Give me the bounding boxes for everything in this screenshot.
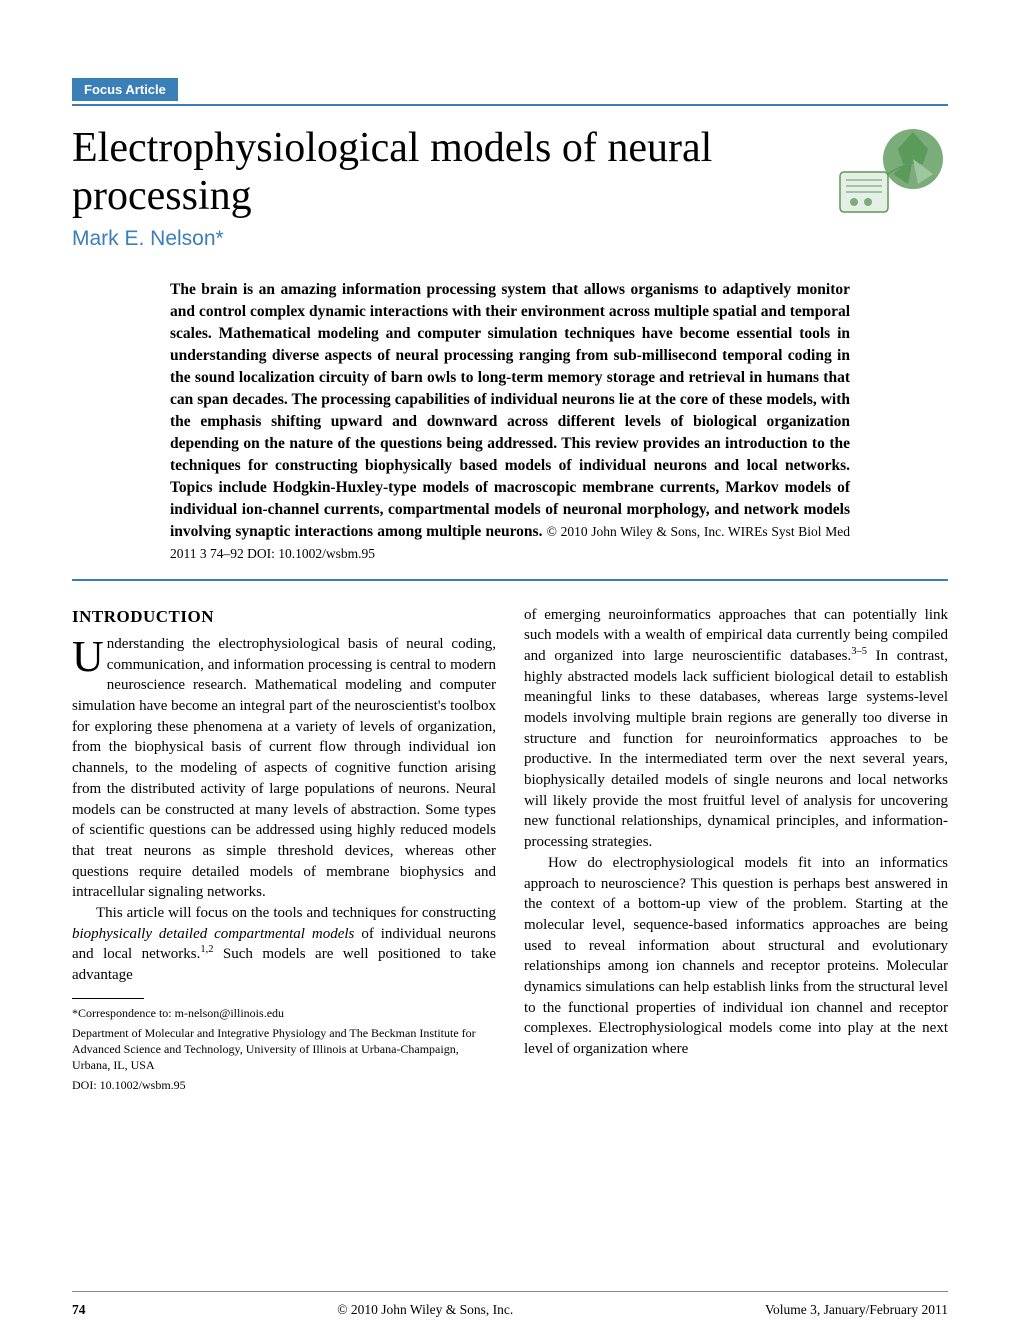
intro-paragraph-1: Understanding the electrophysiological b…	[72, 634, 496, 903]
doi: DOI: 10.1002/wsbm.95	[72, 1077, 496, 1093]
citation-sup-1-2: 1,2	[200, 944, 213, 955]
footnote-divider	[72, 998, 144, 999]
p1-text: nderstanding the electrophysiological ba…	[72, 636, 496, 900]
footer-divider	[72, 1291, 948, 1292]
page-footer: 74 © 2010 John Wiley & Sons, Inc. Volume…	[72, 1302, 948, 1318]
article-title: Electrophysiological models of neural pr…	[72, 124, 818, 221]
intro-paragraph-2: This article will focus on the tools and…	[72, 903, 496, 986]
body-columns: INTRODUCTION Understanding the electroph…	[72, 605, 948, 1098]
page-number: 74	[72, 1302, 86, 1318]
affiliation: Department of Molecular and Integrative …	[72, 1025, 496, 1074]
dropcap: U	[72, 634, 107, 675]
header: Electrophysiological models of neural pr…	[72, 124, 948, 279]
citation-sup-3-5: 3–5	[851, 646, 867, 657]
col2-p1-b: In contrast, highly abstracted models la…	[524, 648, 948, 850]
journal-logo-icon	[828, 124, 948, 224]
footer-volume-date: Volume 3, January/February 2011	[765, 1302, 948, 1318]
footer-copyright: © 2010 John Wiley & Sons, Inc.	[337, 1302, 513, 1318]
article-type-badge: Focus Article	[72, 78, 178, 101]
abstract-body: The brain is an amazing information proc…	[170, 281, 850, 540]
col2-paragraph-1: of emerging neuroinformatics approaches …	[524, 605, 948, 853]
section-heading-introduction: INTRODUCTION	[72, 605, 496, 628]
title-block: Electrophysiological models of neural pr…	[72, 124, 818, 279]
top-divider	[72, 104, 948, 106]
p2-a: This article will focus on the tools and…	[96, 905, 496, 921]
abstract-divider	[72, 579, 948, 581]
footnotes: *Correspondence to: m-nelson@illinois.ed…	[72, 1005, 496, 1094]
author-name: Mark E. Nelson*	[72, 227, 818, 251]
p2-emphasis: biophysically detailed compartmental mod…	[72, 926, 354, 942]
col2-paragraph-2: How do electrophysiological models fit i…	[524, 853, 948, 1060]
correspondence: *Correspondence to: m-nelson@illinois.ed…	[72, 1005, 496, 1021]
abstract: The brain is an amazing information proc…	[170, 279, 850, 565]
